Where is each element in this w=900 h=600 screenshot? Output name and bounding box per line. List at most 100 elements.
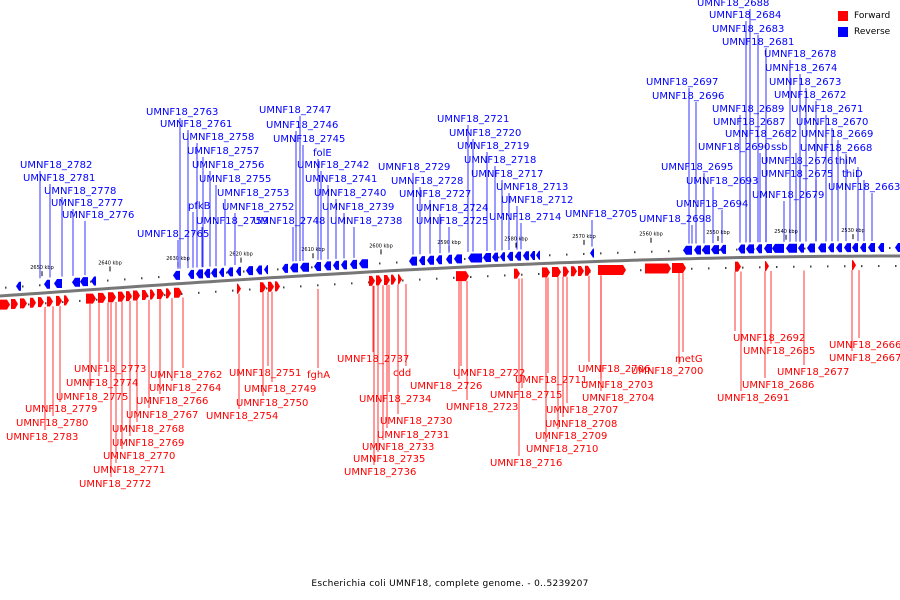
- reverse-gene-arrow: [419, 256, 425, 266]
- reverse-gene-arrow: [300, 262, 309, 272]
- track-tick: [147, 295, 149, 298]
- track-tick: [45, 302, 47, 305]
- track-tick: [691, 267, 693, 270]
- reverse-gene-label: UMNF18_2712: [501, 195, 573, 206]
- reverse-gene-label: UMNF18_2763: [146, 107, 218, 118]
- forward-gene-label: UMNF18_2731: [377, 430, 449, 441]
- reverse-gene-label: UMNF18_2753: [217, 188, 289, 199]
- track-tick: [804, 247, 806, 250]
- reverse-gene-label: UMNF18_2746: [266, 120, 338, 131]
- reverse-gene-arrow: [468, 253, 482, 263]
- track-tick: [62, 301, 64, 304]
- reverse-gene-label: UMNF18_2679: [752, 190, 824, 201]
- reverse-gene-arrow: [44, 279, 50, 289]
- track-tick: [640, 269, 642, 272]
- forward-gene-label: UMNF18_2750: [236, 398, 308, 409]
- track-tick: [232, 289, 234, 292]
- forward-gene-label: UMNF18_2771: [93, 465, 165, 476]
- reverse-gene-arrow: [72, 277, 80, 287]
- track-tick: [889, 247, 891, 250]
- reverse-gene-arrow: [860, 243, 866, 253]
- forward-gene-arrow: [391, 274, 396, 285]
- reverse-gene-arrow: [530, 250, 535, 260]
- forward-gene-label: UMNF18_2768: [112, 424, 184, 435]
- reverse-gene-arrow: [359, 259, 368, 269]
- reverse-gene-arrow: [507, 251, 513, 261]
- reverse-gene-arrow: [895, 243, 900, 253]
- reverse-gene-arrow: [436, 255, 442, 265]
- forward-swatch: [838, 11, 848, 21]
- track-tick: [90, 280, 92, 283]
- legend: Forward Reverse: [838, 8, 890, 40]
- forward-gene-arrow: [142, 289, 148, 300]
- reverse-gene-label: UMNF18_2759: [196, 216, 268, 227]
- reverse-gene-arrow: [211, 268, 217, 278]
- reverse-gene-label: UMNF18_2687: [713, 117, 785, 128]
- forward-gene-label: UMNF18_2691: [717, 393, 789, 404]
- track-tick: [668, 250, 670, 253]
- reverse-gene-arrow: [350, 259, 357, 269]
- track-tick: [164, 294, 166, 297]
- reverse-gene-label: pfkB: [188, 201, 211, 212]
- reverse-gene-arrow: [786, 243, 797, 253]
- track-tick: [96, 298, 98, 301]
- forward-gene-label: UMNF18_2715: [490, 390, 562, 401]
- forward-gene-arrow: [376, 275, 382, 286]
- track-tick: [504, 274, 506, 277]
- reverse-gene-label: UMNF18_2757: [187, 146, 259, 157]
- reverse-gene-label: UMNF18_2671: [791, 104, 863, 115]
- track-tick: [708, 267, 710, 270]
- reverse-gene-arrow: [54, 278, 62, 288]
- legend-label-reverse: Reverse: [854, 27, 891, 37]
- forward-gene-label: UMNF18_2734: [359, 394, 431, 405]
- reverse-gene-label: UMNF18_2761: [160, 119, 232, 130]
- track-tick: [300, 285, 302, 288]
- reverse-gene-arrow: [756, 244, 762, 254]
- forward-gene-label: UMNF18_2692: [733, 333, 805, 344]
- track-tick: [895, 265, 897, 268]
- reverse-gene-label: UMNF18_2690: [698, 142, 770, 153]
- track-tick: [158, 276, 160, 279]
- forward-gene-arrow: [237, 283, 241, 294]
- forward-gene-arrow: [585, 265, 591, 276]
- forward-gene-label: cdd: [393, 368, 411, 379]
- legend-label-forward: Forward: [854, 11, 891, 21]
- track-tick: [470, 276, 472, 279]
- track-tick: [181, 292, 183, 295]
- reverse-gene-arrow: [807, 243, 815, 253]
- reverse-gene-arrow: [515, 251, 521, 261]
- reverse-gene-label: UMNF18_2720: [449, 128, 521, 139]
- track-tick: [5, 286, 7, 289]
- forward-gene-arrow: [275, 281, 280, 292]
- reverse-gene-label: UMNF18_2689: [712, 104, 784, 115]
- forward-gene-label: UMNF18_2772: [79, 479, 151, 490]
- reverse-gene-label: UMNF18_2776: [62, 210, 134, 221]
- reverse-gene-label: UMNF18_2694: [676, 199, 748, 210]
- track-tick: [634, 251, 636, 254]
- forward-gene-arrow: [47, 296, 53, 307]
- reverse-gene-label: UMNF18_2745: [273, 134, 345, 145]
- reverse-gene-label: UMNF18_2673: [769, 77, 841, 88]
- reverse-gene-label: UMNF18_2739: [322, 202, 394, 213]
- reverse-gene-label: UMNF18_2693: [686, 176, 758, 187]
- reverse-gene-arrow: [536, 250, 540, 260]
- forward-gene-label: UMNF18_2707: [546, 405, 618, 416]
- reverse-gene-label: ssb: [771, 142, 788, 153]
- reverse-gene-arrow: [720, 244, 726, 254]
- forward-gene-arrow: [598, 264, 626, 275]
- track-tick: [79, 299, 81, 302]
- forward-gene-label: UMNF18_2764: [149, 383, 221, 394]
- forward-gene-arrow: [645, 263, 671, 274]
- reverse-gene-label: UMNF18_2683: [712, 24, 784, 35]
- reverse-gene-label: UMNF18_2724: [416, 203, 488, 214]
- reverse-gene-label: UMNF18_2678: [764, 49, 836, 60]
- reverse-gene-label: UMNF18_2765: [137, 229, 209, 240]
- reverse-gene-label: UMNF18_2698: [639, 214, 711, 225]
- track-tick: [453, 276, 455, 279]
- reverse-gene-label: UMNF18_2697: [646, 77, 718, 88]
- scale-label: 2650 kbp: [30, 265, 54, 271]
- forward-gene-label: UMNF18_2733: [362, 442, 434, 453]
- track-tick: [22, 285, 24, 288]
- reverse-gene-label: UMNF18_2669: [801, 129, 873, 140]
